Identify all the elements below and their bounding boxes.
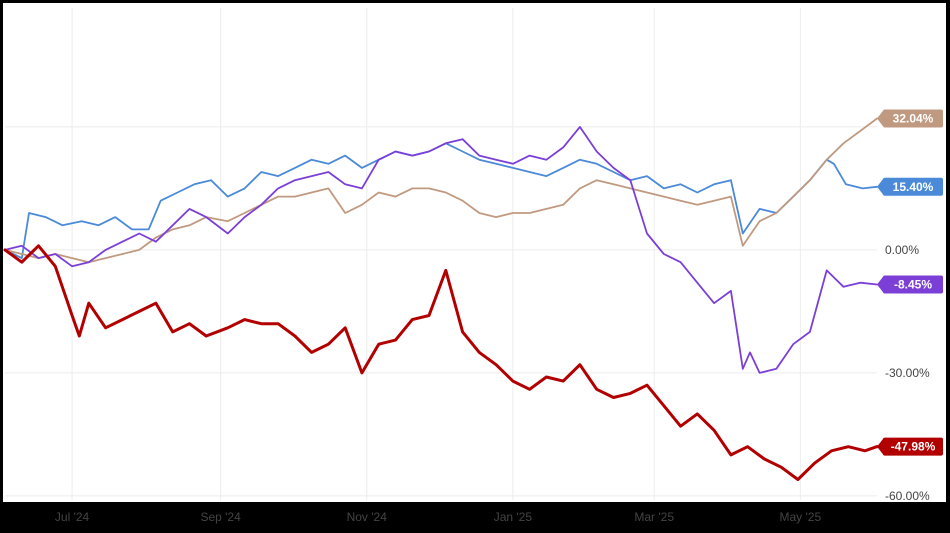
x-tick-label: Jan '25 [494,510,533,524]
chart-background [3,3,946,502]
y-axis-ticks: 0.00% -30.00% -60.00% [885,243,930,503]
badge-box [883,437,943,456]
badge-pointer [877,275,884,294]
series-line-3 [4,126,878,374]
end-label-badge: -47.98% [877,437,943,456]
badge-value: -8.45% [894,278,932,292]
series-line-4 [3,244,879,481]
end-label-badge: 32.04% [877,109,943,128]
grid [5,8,877,500]
badge-pointer [877,109,884,128]
badge-box [883,275,943,294]
y-tick-label: -60.00% [885,489,930,503]
x-tick-label: Mar '25 [634,510,674,524]
badge-value: -47.98% [891,440,936,454]
x-axis-ticks: Jul '24 Sep '24 Nov '24 Jan '25 Mar '25 May '… [55,510,822,524]
badge-pointer [877,177,884,196]
series-group [3,117,879,481]
y-tick-label: 0.00% [885,243,919,257]
end-labels: 15.40% 32.04% -8.45% -47.98% [877,109,943,456]
end-label-badge: 15.40% [877,177,943,196]
badge-pointer [877,437,884,456]
x-tick-label: Jul '24 [55,510,90,524]
badge-box [883,109,943,128]
end-label-badge: -8.45% [877,275,943,294]
x-tick-label: May '25 [780,510,822,524]
x-tick-label: Nov '24 [347,510,388,524]
x-tick-label: Sep '24 [200,510,241,524]
badge-value: 32.04% [893,112,934,126]
series-line-2 [4,117,878,264]
y-tick-label: -30.00% [885,366,930,380]
badge-value: 15.40% [893,180,934,194]
badge-box [883,177,943,196]
